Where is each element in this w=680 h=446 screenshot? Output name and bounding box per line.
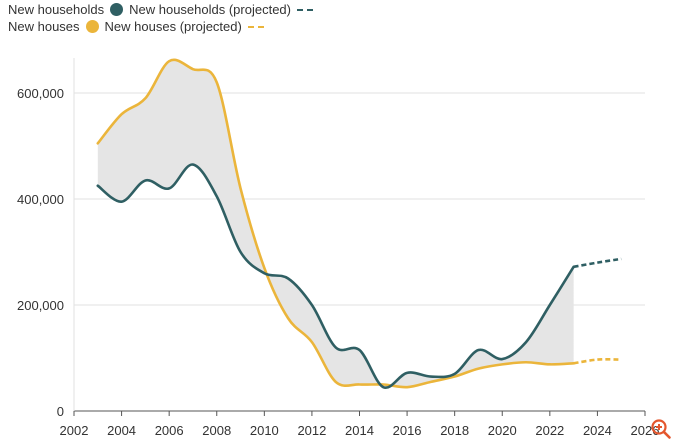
legend-row-houses: New houses New houses (projected) xyxy=(8,18,313,35)
x-tick-label: 2006 xyxy=(155,423,184,438)
x-tick-label: 2014 xyxy=(345,423,374,438)
legend-row-households: New households New households (projected… xyxy=(8,1,313,18)
x-tick-label: 2022 xyxy=(535,423,564,438)
x-tick-label: 2024 xyxy=(583,423,612,438)
legend: New households New households (projected… xyxy=(8,1,313,35)
x-tick-label: 2008 xyxy=(202,423,231,438)
legend-houses-label: New houses xyxy=(8,19,80,34)
x-tick-label: 2002 xyxy=(60,423,89,438)
series-line-new-households xyxy=(96,163,575,389)
x-tick-label: 2018 xyxy=(440,423,469,438)
households-projected-swatch xyxy=(297,8,313,11)
legend-houses-projected-label: New houses (projected) xyxy=(104,19,242,34)
x-tick-label: 2004 xyxy=(107,423,136,438)
x-tick-label: 2012 xyxy=(297,423,326,438)
houses-projected-swatch xyxy=(247,25,264,28)
y-tick-label: 0 xyxy=(57,404,64,419)
households-swatch xyxy=(110,3,124,16)
houses-swatch xyxy=(85,20,99,33)
legend-households-projected-label: New households (projected) xyxy=(129,2,291,17)
legend-households-label: New households xyxy=(8,2,105,17)
gap-area xyxy=(97,59,574,388)
y-tick-label: 400,000 xyxy=(17,192,64,207)
x-tick-label: 2020 xyxy=(488,423,517,438)
y-axis: 0 200,000 400,000 600,000 xyxy=(17,86,64,419)
x-tick-label: 2010 xyxy=(250,423,279,438)
zoom-in-icon[interactable] xyxy=(650,418,672,440)
series-lines xyxy=(96,58,622,389)
y-tick-label: 600,000 xyxy=(17,86,64,101)
series-line-new-households-projected xyxy=(573,257,622,269)
x-tick-label: 2016 xyxy=(393,423,422,438)
series-line-new-houses xyxy=(96,58,575,389)
series-line-new-houses-projected xyxy=(573,358,622,365)
x-axis: 2002 2004 2006 2008 2010 2012 2014 2016 2018 2020… xyxy=(60,411,659,438)
y-tick-label: 200,000 xyxy=(17,298,64,313)
